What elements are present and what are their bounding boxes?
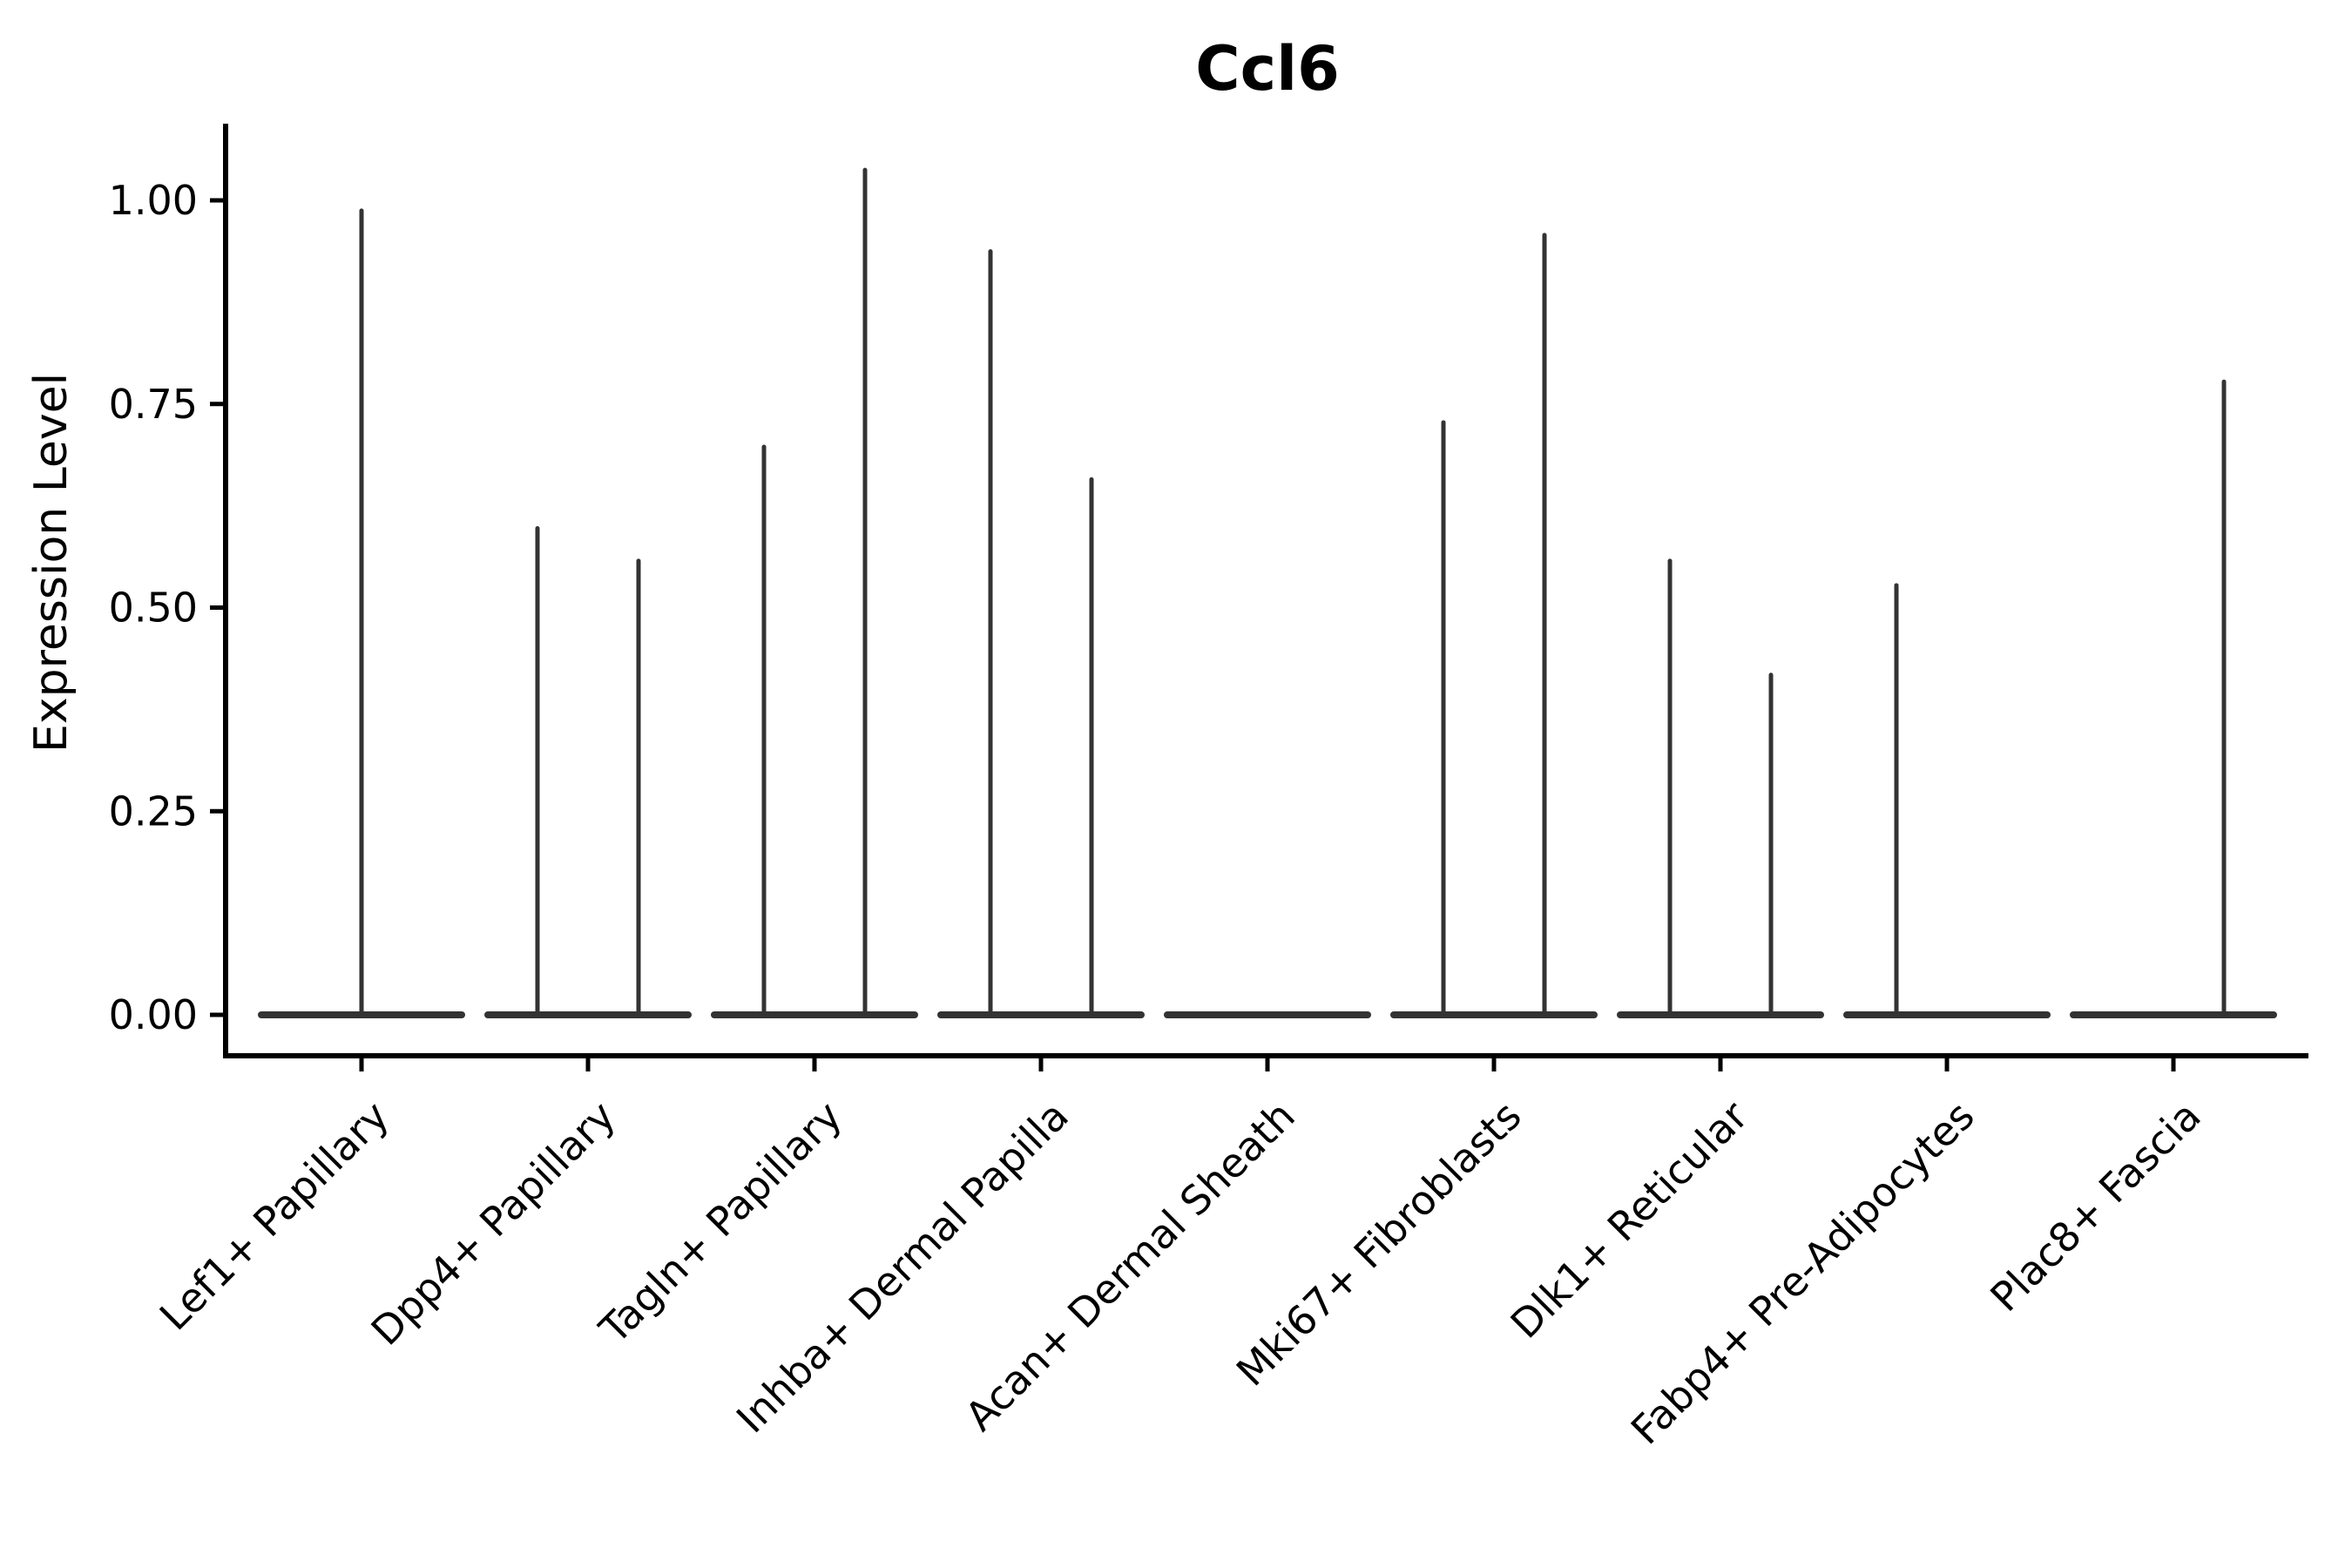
x-tick-label: Lef1+ Papillary	[151, 1092, 398, 1340]
violin-baseline	[2070, 1011, 2277, 1018]
violin-spike	[1089, 476, 1094, 1015]
violin-spike	[359, 208, 364, 1016]
y-tick-label: 0.50	[109, 585, 198, 632]
x-tick-label: Plac8+ Fascia	[1981, 1092, 2209, 1321]
violin-spike	[1542, 233, 1547, 1015]
violin-spike	[1667, 558, 1673, 1015]
violin-spike	[1894, 583, 1899, 1015]
violin-baseline	[1617, 1011, 1824, 1018]
violin-spike	[988, 249, 993, 1016]
violin-baseline	[484, 1011, 692, 1018]
x-tick-label: Tagln+ Papillary	[590, 1092, 851, 1354]
x-tick-label: Dlk1+ Reticular	[1502, 1092, 1757, 1348]
violin-spike	[862, 167, 868, 1016]
axes-layer: 0.00 0.25 0.50 0.75 1.00 Lef1+ PapillaryDpp4+…	[109, 124, 2308, 1454]
violin-baseline	[1843, 1011, 2051, 1018]
violin-spike	[1768, 672, 1774, 1015]
violin-baseline	[711, 1011, 918, 1018]
y-tick-label: 0.25	[109, 787, 198, 835]
violin-baseline	[937, 1011, 1145, 1018]
plot-title: Ccl6	[1195, 33, 1340, 105]
violin-spike	[2221, 379, 2227, 1015]
violin-baseline	[1390, 1011, 1598, 1018]
y-tick-label: 1.00	[109, 177, 198, 224]
violin-spike	[636, 558, 641, 1015]
violins-layer	[258, 167, 2277, 1018]
violin-spike	[761, 444, 767, 1015]
x-tick-label: Dpp4+ Papillary	[362, 1092, 625, 1355]
y-tick-label: 0.00	[109, 991, 198, 1038]
violin-spike	[535, 526, 540, 1015]
violin-spike	[1441, 420, 1446, 1015]
violin-baseline	[1164, 1011, 1371, 1018]
y-tick-label: 0.75	[109, 381, 198, 428]
y-axis-label: Expression Level	[25, 373, 78, 753]
